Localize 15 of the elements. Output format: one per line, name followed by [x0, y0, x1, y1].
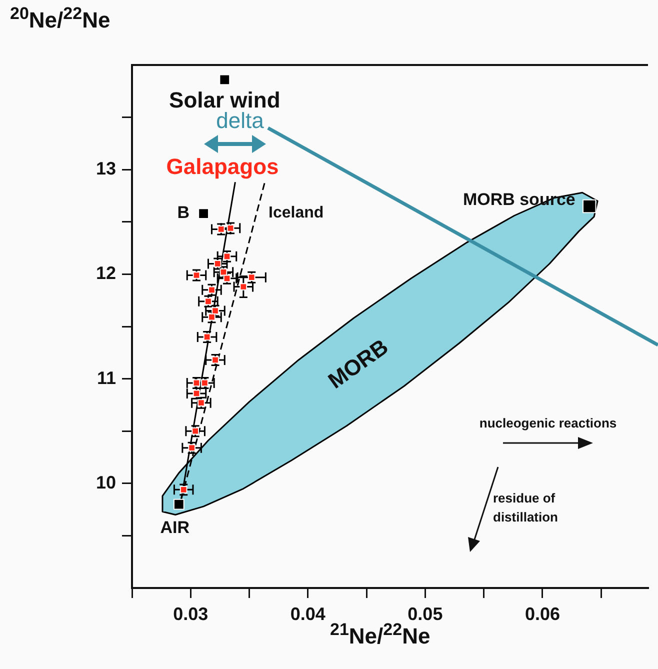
- series-label: B: [177, 203, 190, 222]
- series-label: AIR: [160, 518, 190, 538]
- annotation: nucleogenic reactions: [479, 416, 617, 431]
- y-tick-label: 12: [96, 263, 116, 284]
- annotation: residue of distillation: [493, 490, 558, 525]
- x-tick-label: 0.06: [524, 604, 560, 624]
- y-tick-label: 13: [96, 158, 116, 179]
- x-tick-label: 0.04: [290, 604, 326, 624]
- y-tick-label: 11: [96, 368, 116, 388]
- x-tick-label: 0.03: [173, 604, 208, 624]
- y-tick-label: 10: [96, 472, 116, 492]
- point: [219, 74, 230, 86]
- y-axis-title: $^{20}$Ne/$^{22}$Ne: [10, 4, 110, 34]
- text: Galapagos: [166, 154, 279, 180]
- series-label: Iceland: [268, 204, 324, 222]
